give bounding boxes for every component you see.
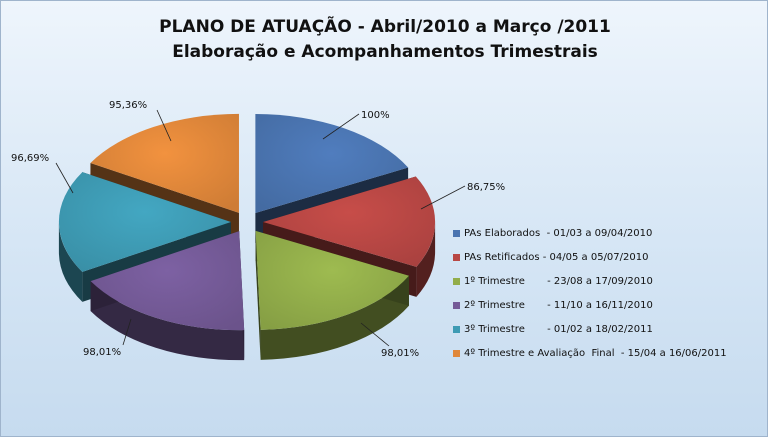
data-label-1: 86,75%: [467, 182, 505, 193]
data-label-3: 98,01%: [83, 347, 121, 358]
data-label-4: 96,69%: [11, 153, 49, 164]
legend-swatch: [453, 325, 460, 333]
legend-label: 2º Trimestre - 11/10 a 16/11/2010: [464, 299, 653, 311]
data-label-0: 100%: [361, 110, 390, 121]
legend-swatch: [453, 349, 460, 357]
data-label-5: 95,36%: [109, 100, 147, 111]
leader-line-2: [360, 322, 390, 347]
legend-swatch: [453, 253, 460, 261]
legend-item-5: 4º Trimestre e Avaliação Final - 15/04 a…: [453, 341, 765, 365]
leader-line-4: [55, 162, 74, 194]
leader-line-1: [420, 185, 466, 210]
legend-item-2: 1º Trimestre - 23/08 a 17/09/2010: [453, 269, 765, 293]
legend-label: 4º Trimestre e Avaliação Final - 15/04 a…: [464, 347, 727, 359]
legend-swatch: [453, 277, 460, 285]
data-label-2: 98,01%: [381, 348, 419, 359]
legend-label: PAs Retificados - 04/05 a 05/07/2010: [464, 251, 649, 263]
legend-swatch: [453, 301, 460, 309]
leader-line-5: [156, 109, 172, 142]
chart-legend: PAs Elaborados - 01/03 a 09/04/2010 PAs R…: [453, 221, 765, 365]
pie-slice-3: [90, 231, 245, 361]
legend-label: 1º Trimestre - 23/08 a 17/09/2010: [464, 275, 653, 287]
chart-title: PLANO DE ATUAÇÃO - Abril/2010 a Março /2…: [159, 17, 611, 37]
chart-subtitle: Elaboração e Acompanhamentos Trimestrais: [172, 42, 598, 62]
legend-item-3: 2º Trimestre - 11/10 a 16/11/2010: [453, 293, 765, 317]
pie-slice-2: [255, 230, 409, 360]
legend-swatch: [453, 229, 460, 237]
leader-line-3: [122, 318, 132, 346]
legend-item-4: 3º Trimestre - 01/02 a 18/02/2011: [453, 317, 765, 341]
legend-label: 3º Trimestre - 01/02 a 18/02/2011: [464, 323, 653, 335]
legend-item-0: PAs Elaborados - 01/03 a 09/04/2010: [453, 221, 765, 245]
leader-line-0: [322, 113, 360, 140]
legend-label: PAs Elaborados - 01/03 a 09/04/2010: [464, 227, 653, 239]
legend-item-1: PAs Retificados - 04/05 a 05/07/2010: [453, 245, 765, 269]
